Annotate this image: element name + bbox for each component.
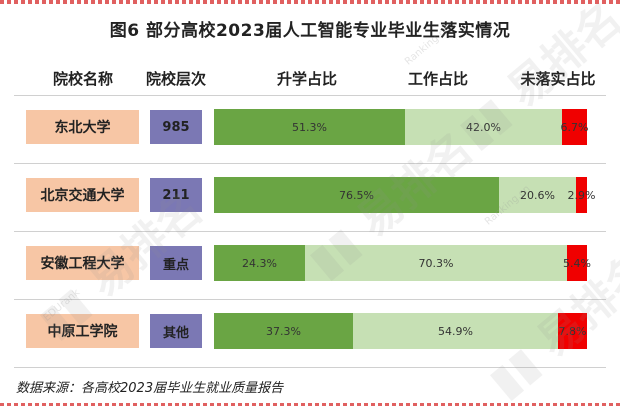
data-label: 20.6% [520, 188, 555, 202]
data-source-note: 数据来源：各高校2023届毕业生就业质量报告 [16, 381, 284, 396]
data-label: 51.3% [292, 120, 327, 134]
bar-segment-employment: 54.9% [353, 313, 558, 349]
bar-row-0: 51.3% 42.0% 6.7% [214, 109, 589, 145]
row-divider [14, 231, 606, 232]
frame-top-border [0, 0, 620, 4]
row-divider [14, 367, 606, 368]
data-label: 42.0% [466, 120, 501, 134]
row-divider [14, 163, 606, 164]
school-label: 中原工学院 [26, 314, 139, 348]
bar-segment-further-study: 51.3% [214, 109, 405, 145]
school-label: 安徽工程大学 [26, 246, 139, 280]
data-label: 6.7% [560, 120, 589, 134]
data-label: 7.8% [558, 324, 587, 338]
bar-segment-employment: 20.6% [499, 177, 576, 213]
frame-bottom-border [0, 403, 620, 406]
bar-row-2: 24.3% 70.3% 5.4% [214, 245, 591, 281]
chart-title: 图6 部分高校2023届人工智能专业毕业生落实情况 [109, 21, 511, 41]
level-badge: 其他 [150, 314, 202, 348]
bar-segment-employment: 42.0% [405, 109, 562, 145]
bar-segment-unplaced: 2.9% [568, 177, 595, 213]
data-label: 24.3% [242, 256, 277, 270]
row-divider [14, 299, 606, 300]
header-employment: 工作占比 [407, 70, 468, 88]
level-badge: 211 [150, 178, 202, 212]
bar-segment-further-study: 37.3% [214, 313, 353, 349]
data-label: 2.9% [567, 188, 596, 202]
bar-row-3: 37.3% 54.9% 7.8% [214, 313, 587, 349]
level-badge: 重点 [150, 246, 202, 280]
header-further-study: 升学占比 [276, 70, 337, 88]
header-unplaced: 未落实占比 [520, 70, 596, 88]
bar-segment-unplaced: 7.8% [558, 313, 587, 349]
data-label: 54.9% [438, 324, 473, 338]
bar-segment-further-study: 24.3% [214, 245, 305, 281]
level-badge: 985 [150, 110, 202, 144]
row-divider [14, 95, 606, 96]
bar-segment-unplaced: 6.7% [560, 109, 589, 145]
bar-row-1: 76.5% 20.6% 2.9% [214, 177, 595, 213]
school-label: 东北大学 [26, 110, 139, 144]
data-label: 37.3% [266, 324, 301, 338]
data-label: 70.3% [418, 256, 454, 270]
bar-segment-unplaced: 5.4% [563, 245, 591, 281]
data-label: 76.5% [339, 188, 374, 202]
bar-segment-further-study: 76.5% [214, 177, 499, 213]
bar-segment-employment: 70.3% [305, 245, 567, 281]
header-school: 院校名称 [52, 70, 113, 88]
school-label: 北京交通大学 [26, 178, 139, 212]
data-label: 5.4% [563, 256, 591, 270]
header-level: 院校层次 [145, 70, 206, 88]
